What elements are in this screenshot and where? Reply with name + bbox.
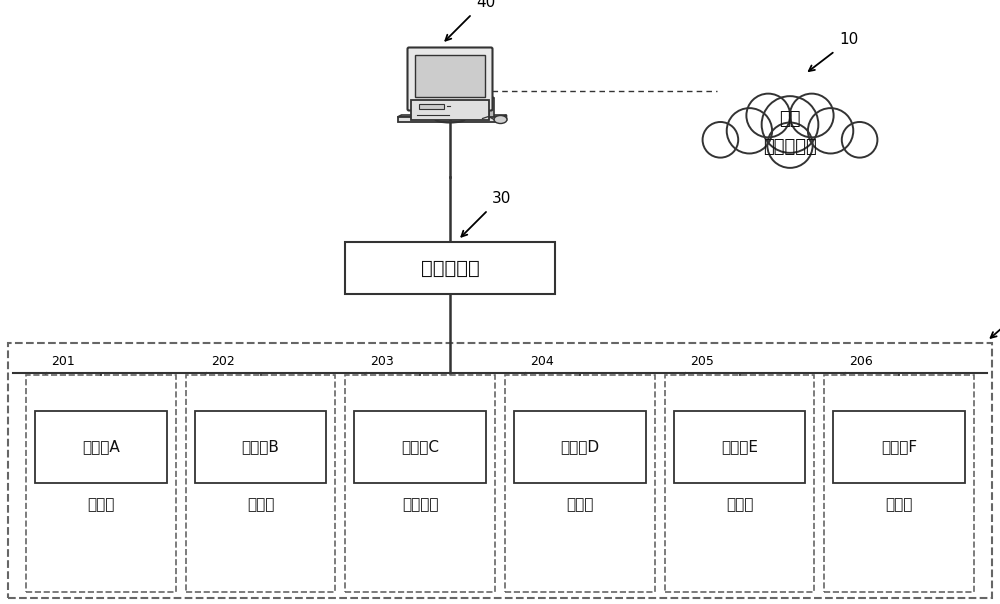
- FancyBboxPatch shape: [345, 375, 495, 592]
- Circle shape: [767, 123, 813, 168]
- Circle shape: [762, 96, 818, 153]
- Circle shape: [746, 94, 790, 137]
- Text: 30: 30: [492, 191, 511, 206]
- Text: 到达区: 到达区: [87, 498, 115, 513]
- Text: 商业区: 商业区: [726, 498, 753, 513]
- Text: 空调机D: 空调机D: [560, 440, 599, 454]
- Circle shape: [790, 94, 834, 137]
- Text: 空调机F: 空调机F: [881, 440, 917, 454]
- Text: 信息服务器: 信息服务器: [763, 138, 817, 156]
- Text: 安检区: 安检区: [247, 498, 274, 513]
- FancyBboxPatch shape: [674, 411, 805, 483]
- Circle shape: [808, 108, 853, 153]
- Circle shape: [842, 122, 877, 158]
- Text: 40: 40: [476, 0, 495, 10]
- Text: 空调机A: 空调机A: [82, 440, 120, 454]
- Text: 空调机C: 空调机C: [401, 440, 439, 454]
- Text: 206: 206: [849, 355, 873, 368]
- Text: 10: 10: [839, 32, 858, 47]
- FancyBboxPatch shape: [505, 375, 655, 592]
- Text: 205: 205: [690, 355, 714, 368]
- Circle shape: [727, 108, 772, 153]
- Text: 办公区: 办公区: [566, 498, 594, 513]
- Text: 出发大厅: 出发大厅: [402, 498, 438, 513]
- Polygon shape: [411, 97, 494, 100]
- FancyBboxPatch shape: [419, 104, 444, 109]
- FancyBboxPatch shape: [195, 411, 326, 483]
- FancyBboxPatch shape: [408, 48, 492, 111]
- Polygon shape: [503, 115, 507, 122]
- FancyBboxPatch shape: [345, 242, 555, 294]
- Text: 空调机B: 空调机B: [242, 440, 279, 454]
- FancyBboxPatch shape: [411, 100, 489, 120]
- Polygon shape: [398, 115, 507, 117]
- Text: 202: 202: [211, 355, 234, 368]
- FancyBboxPatch shape: [824, 375, 974, 592]
- Ellipse shape: [494, 115, 507, 123]
- Text: 203: 203: [370, 355, 394, 368]
- Circle shape: [703, 122, 738, 158]
- Text: 値机区: 値机区: [885, 498, 913, 513]
- Polygon shape: [489, 97, 494, 120]
- FancyBboxPatch shape: [186, 375, 335, 592]
- Text: 空调机E: 空调机E: [721, 440, 758, 454]
- FancyBboxPatch shape: [415, 55, 485, 97]
- Text: 204: 204: [530, 355, 554, 368]
- Text: 201: 201: [51, 355, 75, 368]
- FancyBboxPatch shape: [354, 411, 486, 483]
- FancyBboxPatch shape: [665, 375, 814, 592]
- Text: 空调控制器: 空调控制器: [421, 259, 479, 277]
- FancyBboxPatch shape: [833, 411, 965, 483]
- FancyBboxPatch shape: [26, 375, 176, 592]
- FancyBboxPatch shape: [8, 343, 992, 598]
- FancyBboxPatch shape: [514, 411, 646, 483]
- Text: 航班: 航班: [779, 110, 801, 128]
- FancyBboxPatch shape: [35, 411, 167, 483]
- FancyBboxPatch shape: [398, 117, 503, 122]
